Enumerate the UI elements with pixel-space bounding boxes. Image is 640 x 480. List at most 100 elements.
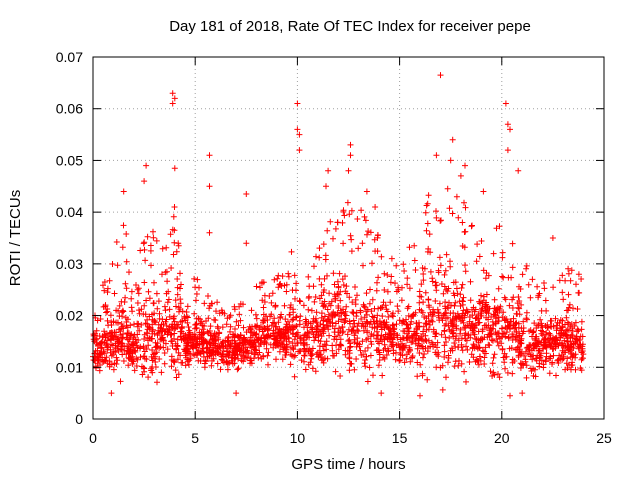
data-point bbox=[341, 311, 348, 318]
data-point bbox=[394, 303, 401, 310]
data-point bbox=[401, 342, 407, 349]
data-point bbox=[444, 185, 451, 192]
data-point bbox=[166, 306, 173, 313]
data-point bbox=[240, 324, 247, 331]
data-point bbox=[443, 339, 449, 345]
data-point bbox=[575, 345, 582, 352]
data-point bbox=[200, 353, 207, 360]
data-point bbox=[140, 353, 147, 360]
data-point bbox=[247, 328, 254, 335]
data-point bbox=[440, 290, 447, 297]
data-point bbox=[91, 338, 98, 345]
data-point bbox=[156, 315, 163, 322]
data-point bbox=[367, 286, 373, 293]
x-tick-label: 25 bbox=[596, 430, 612, 446]
data-point bbox=[369, 296, 376, 303]
data-point bbox=[417, 335, 424, 342]
data-point bbox=[270, 330, 276, 337]
data-point bbox=[195, 315, 202, 322]
data-point bbox=[316, 275, 323, 282]
data-point bbox=[141, 178, 148, 185]
data-point bbox=[175, 304, 182, 311]
data-point bbox=[271, 276, 278, 283]
data-point bbox=[112, 333, 119, 340]
data-point bbox=[125, 362, 132, 369]
data-point bbox=[181, 313, 188, 320]
data-point bbox=[143, 346, 150, 352]
data-point bbox=[135, 290, 142, 297]
data-point bbox=[209, 348, 216, 355]
data-point bbox=[516, 305, 523, 312]
data-point bbox=[170, 315, 177, 322]
data-point bbox=[381, 287, 388, 293]
data-point bbox=[405, 334, 412, 341]
data-point bbox=[285, 270, 292, 277]
data-point bbox=[301, 324, 307, 331]
data-point bbox=[462, 330, 469, 337]
data-point bbox=[326, 290, 333, 297]
data-point bbox=[547, 317, 554, 324]
data-point bbox=[360, 351, 367, 358]
data-point bbox=[174, 284, 181, 291]
data-point bbox=[433, 330, 440, 337]
data-point bbox=[160, 321, 167, 327]
data-point bbox=[290, 316, 297, 323]
data-point bbox=[148, 262, 154, 269]
data-point bbox=[347, 152, 354, 159]
data-point bbox=[496, 307, 503, 314]
data-point bbox=[485, 272, 492, 279]
data-point bbox=[96, 340, 103, 347]
data-point bbox=[276, 281, 283, 288]
data-point bbox=[459, 297, 466, 304]
data-point bbox=[121, 299, 128, 305]
data-point bbox=[219, 357, 226, 364]
data-point bbox=[347, 360, 354, 367]
data-point bbox=[144, 233, 151, 240]
data-point bbox=[479, 299, 486, 306]
data-point bbox=[302, 366, 309, 373]
data-point bbox=[232, 332, 239, 339]
y-tick-label: 0.06 bbox=[56, 101, 83, 117]
data-point bbox=[214, 343, 221, 350]
data-point bbox=[509, 356, 516, 363]
data-point bbox=[101, 287, 108, 294]
data-point bbox=[423, 227, 430, 234]
data-point bbox=[535, 347, 542, 354]
data-point bbox=[539, 328, 546, 335]
data-point bbox=[306, 334, 313, 341]
data-point bbox=[151, 317, 158, 324]
data-point bbox=[462, 228, 469, 235]
data-point bbox=[514, 300, 521, 307]
data-point bbox=[485, 316, 492, 323]
data-point bbox=[120, 222, 127, 229]
data-point bbox=[301, 332, 308, 339]
data-point bbox=[447, 157, 454, 164]
data-point bbox=[542, 357, 549, 364]
data-point bbox=[494, 339, 501, 345]
data-point bbox=[237, 300, 244, 307]
data-point bbox=[463, 343, 469, 350]
data-point bbox=[331, 312, 338, 319]
data-point bbox=[460, 307, 467, 314]
x-tick-label: 15 bbox=[392, 430, 408, 446]
data-point bbox=[287, 344, 294, 351]
data-point bbox=[136, 310, 143, 317]
data-point bbox=[469, 320, 476, 327]
data-point bbox=[418, 307, 425, 314]
data-point bbox=[518, 301, 525, 308]
data-point bbox=[312, 294, 319, 300]
data-point bbox=[164, 299, 171, 306]
data-point bbox=[128, 331, 135, 338]
data-point bbox=[419, 372, 426, 379]
data-point bbox=[375, 362, 382, 369]
data-point bbox=[139, 371, 146, 378]
data-point bbox=[308, 307, 315, 314]
data-point bbox=[421, 351, 428, 357]
data-point bbox=[305, 273, 312, 280]
data-point bbox=[138, 306, 145, 313]
data-point bbox=[554, 319, 561, 326]
data-point bbox=[353, 309, 360, 316]
data-point bbox=[433, 287, 440, 294]
data-point bbox=[290, 309, 297, 316]
data-point bbox=[491, 371, 498, 378]
